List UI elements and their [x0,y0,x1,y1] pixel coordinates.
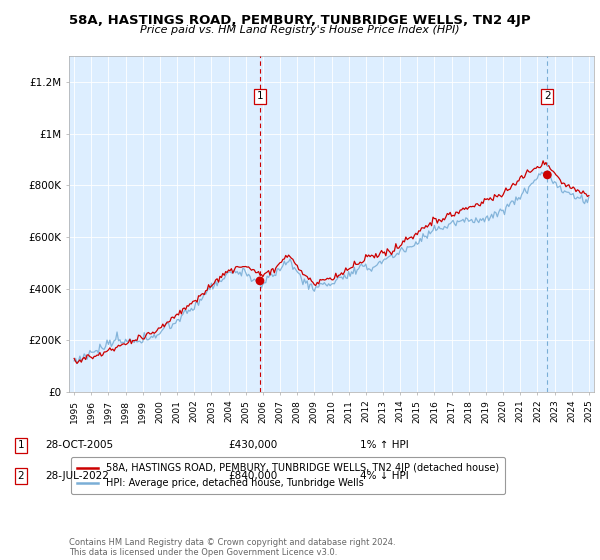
Text: 58A, HASTINGS ROAD, PEMBURY, TUNBRIDGE WELLS, TN2 4JP: 58A, HASTINGS ROAD, PEMBURY, TUNBRIDGE W… [69,14,531,27]
Text: 28-OCT-2005: 28-OCT-2005 [45,440,113,450]
Point [542,170,552,179]
Text: 2: 2 [17,471,25,481]
Text: £430,000: £430,000 [228,440,277,450]
Text: 4% ↓ HPI: 4% ↓ HPI [360,471,409,481]
Text: 2: 2 [544,91,551,101]
Text: Price paid vs. HM Land Registry's House Price Index (HPI): Price paid vs. HM Land Registry's House … [140,25,460,35]
Text: £840,000: £840,000 [228,471,277,481]
Point [255,277,265,286]
Text: 1: 1 [17,440,25,450]
Legend: 58A, HASTINGS ROAD, PEMBURY, TUNBRIDGE WELLS, TN2 4JP (detached house), HPI: Ave: 58A, HASTINGS ROAD, PEMBURY, TUNBRIDGE W… [71,458,505,494]
Text: Contains HM Land Registry data © Crown copyright and database right 2024.
This d: Contains HM Land Registry data © Crown c… [69,538,395,557]
Text: 1: 1 [257,91,263,101]
Text: 28-JUL-2022: 28-JUL-2022 [45,471,109,481]
Text: 1% ↑ HPI: 1% ↑ HPI [360,440,409,450]
